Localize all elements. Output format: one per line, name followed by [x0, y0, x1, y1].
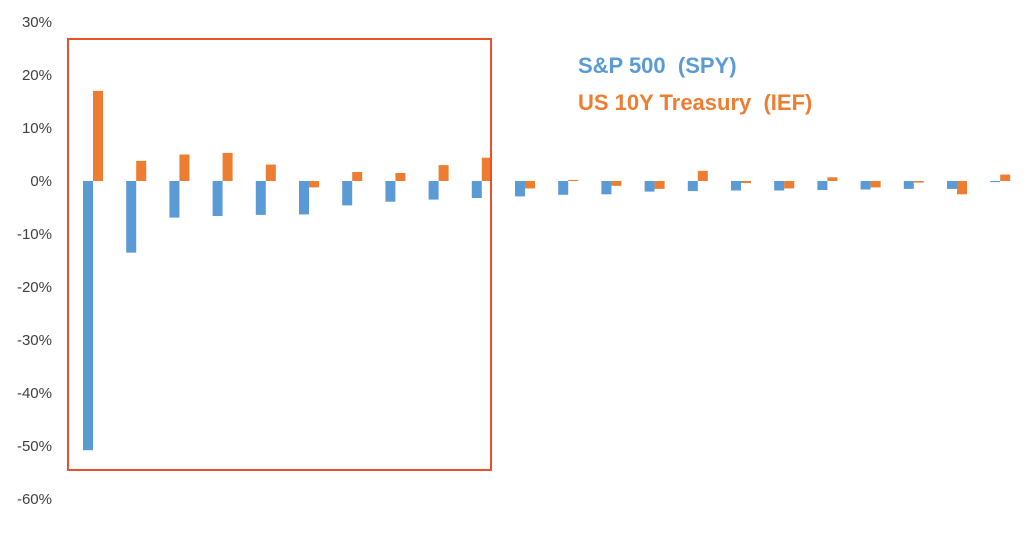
legend-entry-spy: S&P 500 (SPY)	[578, 53, 737, 78]
bar-spy	[903, 181, 914, 189]
bar-spy	[860, 181, 871, 190]
bar-spy	[515, 181, 525, 197]
bar-ief	[265, 164, 276, 181]
y-tick-label: 10%	[22, 120, 52, 137]
y-axis-ticks: 30% 20% 10% 0% -10% -20% -30% -40% -50% -60%	[17, 14, 52, 508]
bar-spy	[687, 181, 698, 192]
y-tick-label: -30%	[17, 332, 52, 349]
bar-ief	[438, 165, 449, 181]
bar-spy	[385, 181, 396, 202]
y-tick-label: -50%	[17, 438, 52, 455]
bar-spy	[342, 181, 353, 206]
bar-spy	[255, 181, 266, 215]
bar-ief	[395, 173, 406, 181]
bar-ief	[957, 181, 967, 195]
bar-spy	[471, 181, 482, 198]
bar-spy	[126, 181, 137, 253]
y-tick-label: -40%	[17, 385, 52, 402]
bar-ief	[309, 181, 319, 188]
bar-ief	[654, 181, 665, 189]
bar-spy	[817, 181, 828, 190]
bar-ief	[741, 181, 751, 184]
bar-ief	[93, 90, 103, 181]
bar-ief	[525, 181, 535, 189]
highlight-box	[67, 38, 492, 471]
bar-spy	[169, 181, 180, 218]
bars-group	[83, 90, 1011, 451]
bar-spy	[212, 181, 223, 216]
y-tick-label: -60%	[17, 491, 52, 508]
bar-ief	[827, 177, 838, 181]
bar-spy	[83, 181, 93, 451]
bar-ief	[568, 179, 579, 181]
bar-ief	[870, 181, 881, 188]
legend: S&P 500 (SPY) US 10Y Treasury (IEF)	[578, 53, 812, 115]
bar-ief	[222, 152, 233, 181]
bar-ief	[481, 157, 492, 181]
bar-spy	[731, 181, 741, 191]
bar-spy	[990, 181, 1001, 183]
bar-spy	[428, 181, 439, 200]
bar-spy	[558, 181, 569, 195]
bar-ief	[1000, 174, 1011, 181]
y-tick-label: 0%	[30, 173, 52, 190]
legend-entry-ief: US 10Y Treasury (IEF)	[578, 90, 812, 115]
bar-spy	[299, 181, 309, 215]
y-tick-label: -10%	[17, 226, 52, 243]
bar-ief	[352, 172, 363, 181]
bar-ief	[697, 170, 708, 181]
bar-spy	[601, 181, 612, 195]
bar-spy	[947, 181, 957, 189]
bar-ief	[913, 181, 924, 183]
bar-spy	[644, 181, 655, 192]
bar-ief	[784, 181, 795, 189]
bar-ief	[136, 160, 147, 181]
bar-ief	[179, 154, 190, 181]
y-tick-label: -20%	[17, 279, 52, 296]
y-tick-label: 30%	[22, 14, 52, 31]
bar-spy	[774, 181, 785, 191]
bar-ief	[611, 181, 622, 186]
y-tick-label: 20%	[22, 67, 52, 84]
